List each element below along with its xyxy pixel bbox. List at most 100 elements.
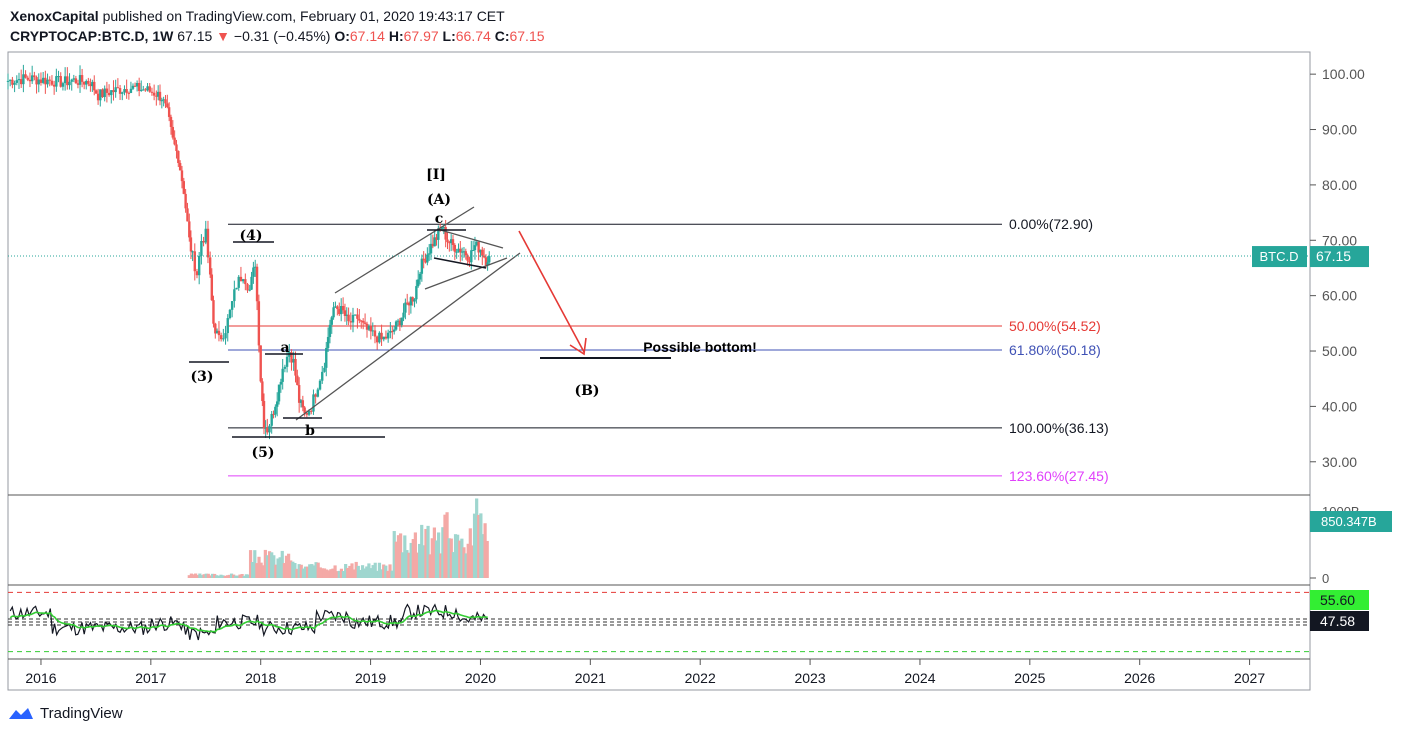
candle-body <box>131 85 135 89</box>
candle-body <box>420 258 424 274</box>
triangle-upper-line[interactable] <box>436 228 504 249</box>
wave-label-c[interactable]: c <box>435 211 444 227</box>
symbol-label[interactable]: CRYPTOCAP:BTC.D, 1W <box>10 28 174 44</box>
volume-bar <box>240 574 244 578</box>
candle-body <box>378 332 381 343</box>
candle-body <box>424 260 427 263</box>
projection-arrow[interactable] <box>518 230 585 353</box>
candle-body <box>477 241 480 253</box>
tradingview-footer[interactable]: TradingView <box>8 705 123 722</box>
candle-body <box>26 77 29 80</box>
candle-body <box>272 413 275 415</box>
candle-body <box>422 258 425 261</box>
candle-body <box>206 228 210 258</box>
candle-body <box>48 79 51 81</box>
volume-bar <box>437 532 441 578</box>
candle-body <box>129 88 133 93</box>
candle-body <box>369 325 373 332</box>
volume-bar <box>458 540 462 578</box>
candle-body <box>197 255 201 276</box>
candle-body <box>208 257 212 275</box>
chart-header: XenoxCapital published on TradingView.co… <box>10 6 545 46</box>
close-label: C: <box>494 28 510 44</box>
wave-label-a[interactable]: a <box>280 340 289 356</box>
wave-label-4[interactable]: (4) <box>240 228 263 244</box>
candle-body <box>235 287 238 290</box>
volume-bar <box>462 547 466 578</box>
volume-bar <box>238 574 242 578</box>
candle-body <box>488 256 491 263</box>
price-axis[interactable]: 100.00 90.00 80.00 70.00 60.00 50.00 40.00 30.0… <box>1310 66 1365 470</box>
wave-label-3[interactable]: (3) <box>191 369 214 385</box>
candle-body <box>146 86 149 91</box>
candle-body <box>290 352 293 363</box>
price-tick-label: 90.00 <box>1322 122 1357 138</box>
candle-body <box>24 74 27 78</box>
volume-bar <box>204 573 208 578</box>
candle-body <box>66 76 69 86</box>
candle-body <box>396 320 400 322</box>
volume-bar <box>398 533 403 578</box>
candle-body <box>140 89 143 91</box>
brand-label: TradingView <box>40 705 123 722</box>
candle-body <box>262 401 266 429</box>
candle-body <box>177 151 180 164</box>
volume-bar <box>390 570 394 578</box>
possible-bottom-label[interactable]: Possible bottom! <box>643 339 757 355</box>
candle-body <box>148 86 151 92</box>
volume-bar <box>289 560 293 578</box>
volume-bar <box>244 574 248 578</box>
candle-body <box>17 79 21 81</box>
candle-body <box>219 335 223 340</box>
candle-body <box>171 126 175 138</box>
wave-label-I[interactable]: [I] <box>426 167 446 183</box>
candle-body <box>160 100 164 102</box>
wave-label-b[interactable]: b <box>305 423 315 439</box>
last-price-tag-text: 67.15 <box>1316 248 1351 264</box>
candle-body <box>195 271 199 276</box>
volume-bar <box>280 550 284 578</box>
candle-body <box>37 79 40 85</box>
volume-bar <box>225 575 229 578</box>
channel-mid-line[interactable] <box>424 257 508 290</box>
volume-bar <box>236 575 240 578</box>
volume-bar <box>325 569 329 578</box>
candle-body <box>407 302 411 306</box>
author-name[interactable]: XenoxCapital <box>10 8 99 24</box>
candle-body <box>127 92 131 94</box>
channel-upper-line[interactable] <box>334 206 475 294</box>
volume-bar <box>337 570 341 578</box>
volume-bar <box>229 573 234 578</box>
candle-body <box>466 255 469 261</box>
drawings[interactable]: [I] (A) c (4) (3) a b (5) (B) Possible b… <box>189 167 757 461</box>
candle-body <box>268 425 271 433</box>
price-change: −0.31 (−0.45%) <box>233 28 331 44</box>
wave-label-B[interactable]: (B) <box>574 383 599 399</box>
candle-body <box>275 401 279 407</box>
volume-bar <box>318 567 322 578</box>
volume-bar <box>405 550 409 578</box>
price-tick-label: 40.00 <box>1322 398 1357 414</box>
symbol-tag-text: BTC.D <box>1260 249 1299 264</box>
rsi-ma-tag <box>1310 590 1369 610</box>
time-axis[interactable]: 2016 2017 2018 2019 2020 2021 2022 2023 2024 2025… <box>25 659 1265 686</box>
candle-body <box>78 75 82 85</box>
volume-bar <box>396 535 401 578</box>
volume-bar <box>468 528 472 578</box>
candle-body <box>202 240 205 243</box>
candle-body <box>156 91 160 97</box>
volume-bar <box>379 569 384 578</box>
wave-label-5[interactable]: (5) <box>252 445 275 461</box>
channel-lower-line[interactable] <box>295 252 521 421</box>
candle-body <box>230 301 234 310</box>
candle-body <box>41 77 45 83</box>
volume-bar <box>206 573 210 578</box>
low-label: L: <box>442 28 456 44</box>
volume-bar <box>320 568 325 578</box>
candle-body <box>217 330 221 336</box>
triangle-lower-line[interactable] <box>433 257 487 269</box>
volume-bar <box>472 513 477 578</box>
fib-level-label: 123.60%(27.45) <box>1009 468 1109 484</box>
wave-label-A[interactable]: (A) <box>427 192 451 208</box>
